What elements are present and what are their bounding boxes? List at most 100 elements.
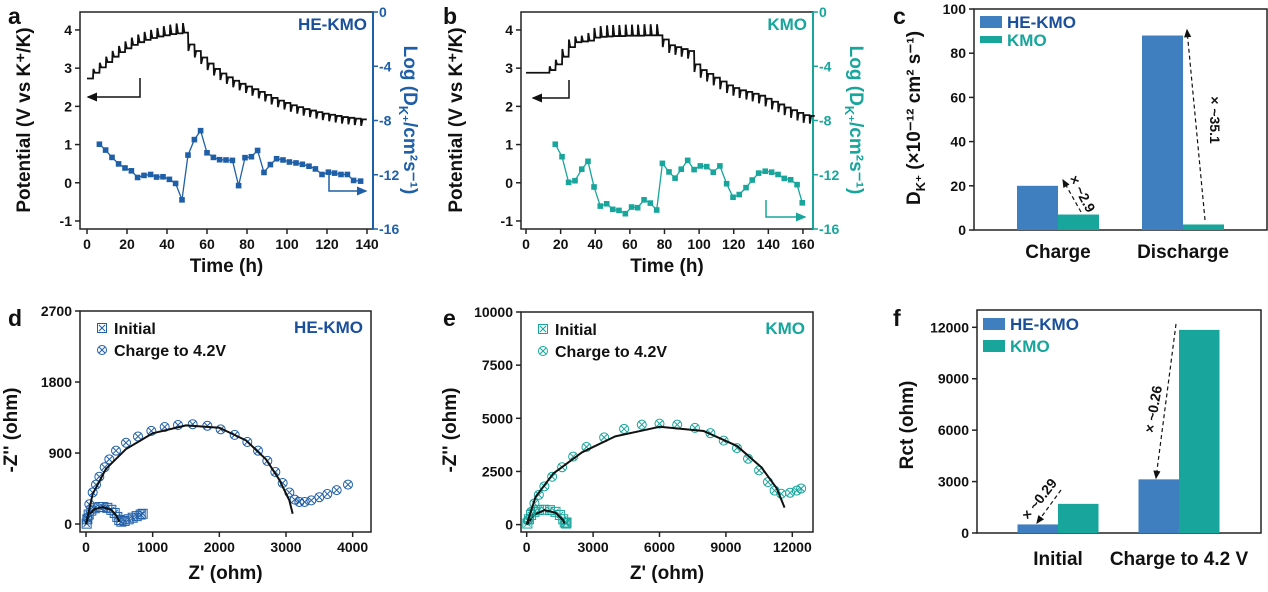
logD-point — [280, 157, 286, 163]
logD-point — [172, 180, 179, 187]
logD-point — [235, 182, 242, 189]
marker-circle-x — [270, 466, 281, 477]
marker-cross — [129, 514, 137, 522]
ratio-annotation: × ~0.29 — [1018, 475, 1060, 522]
logD-point — [338, 171, 344, 178]
logD-point — [273, 155, 280, 162]
x-tick-label: 80 — [657, 236, 673, 252]
logD-point — [141, 172, 147, 179]
legend-swatch — [980, 16, 1002, 28]
legend-label: HE-KMO — [1007, 13, 1076, 32]
x-tick-label: 20 — [119, 236, 135, 252]
logD-point — [261, 169, 267, 176]
x-axis-title: Z' (ohm) — [630, 563, 704, 584]
bar-kmo — [1183, 224, 1224, 230]
marker-cross — [122, 439, 130, 447]
marker-cross — [121, 517, 129, 525]
logD-point — [197, 127, 204, 134]
logD-point — [743, 184, 749, 191]
logD-point — [331, 170, 338, 176]
logD-point — [286, 159, 293, 165]
marker-cross — [295, 498, 303, 506]
logD-line — [98, 129, 361, 201]
x-tick-label: 60 — [622, 236, 638, 252]
plot-frame — [976, 309, 1262, 534]
y2-tick-label: -12 — [379, 167, 399, 183]
y2-tick-label: -8 — [819, 113, 832, 129]
logD-point — [730, 194, 736, 201]
y-tick-label: 0 — [505, 517, 513, 533]
x-tick-label: 12000 — [773, 539, 812, 555]
marker-circle-x — [689, 422, 700, 433]
ratio-arrow — [1184, 28, 1206, 221]
logD-point — [210, 154, 217, 161]
marker-circle-x — [796, 483, 807, 494]
marker-circle-x — [636, 419, 647, 430]
logD-point — [559, 153, 565, 160]
logD-point — [616, 207, 622, 214]
logD-point — [565, 179, 572, 186]
title-subscript: K⁺ — [396, 106, 411, 122]
marker-cross — [315, 493, 323, 501]
logD-point — [134, 174, 141, 181]
x-tick-label: 0 — [522, 236, 530, 252]
logD-point — [597, 203, 604, 209]
marker-square-x — [137, 508, 148, 519]
x-tick-label: 2000 — [204, 539, 235, 555]
y-tick-label: 1 — [505, 137, 513, 153]
x-tick-label: 120 — [722, 236, 746, 252]
x-tick-label: 20 — [553, 236, 569, 252]
title-part: /cm²s⁻¹) — [845, 122, 866, 194]
logD-point — [749, 177, 756, 183]
marker-circle-x — [104, 454, 115, 465]
marker-square-x — [135, 509, 146, 520]
marker-cross — [125, 515, 133, 523]
logD-point — [216, 156, 223, 163]
x-tick-label: 6000 — [644, 539, 675, 555]
logD-point — [166, 176, 173, 183]
title-subscript: K⁺ — [913, 175, 928, 191]
marker-circle-x — [111, 445, 121, 456]
y2-tick-label: -8 — [379, 113, 392, 129]
x-tick-label: 100 — [687, 236, 711, 252]
bar-he-kmo — [1017, 524, 1058, 533]
logD-point — [254, 147, 261, 154]
title-part: /cm²s⁻¹) — [399, 122, 420, 194]
y-axis-title: Potential (V vs K⁺/K) — [14, 27, 35, 212]
logD-point — [781, 175, 788, 182]
fit-curve — [85, 506, 121, 525]
marker-circle-x — [538, 346, 548, 356]
y-tick-label: 2500 — [482, 463, 513, 479]
marker-cross — [134, 432, 142, 440]
y-tick-label: 60 — [950, 89, 966, 105]
marker-cross — [539, 325, 547, 333]
category-label: Initial — [1033, 549, 1083, 570]
sample-label: HE-KMO — [298, 15, 367, 34]
y-tick-label: 0 — [64, 175, 72, 191]
y-tick-label: 7500 — [482, 357, 513, 373]
marker-circle-x — [187, 419, 198, 430]
logD-point — [267, 161, 274, 168]
marker-circle-x — [289, 494, 300, 505]
bar-he-kmo — [1017, 185, 1058, 230]
sample-label: KMO — [767, 15, 807, 34]
legend-label: HE-KMO — [1010, 315, 1079, 334]
marker-cross — [291, 496, 299, 504]
y-tick-label: 4 — [64, 22, 72, 38]
logD-point — [703, 163, 710, 170]
fit-curve — [85, 424, 294, 525]
x-axis-title: Time (h) — [190, 256, 264, 277]
y-tick-label: 12000 — [930, 319, 969, 335]
bar-kmo — [1058, 214, 1099, 230]
left-axis-arrow — [86, 78, 141, 102]
marker-circle-x — [215, 424, 226, 435]
legend-label: Charge to 4.2V — [114, 343, 226, 360]
y-tick-label: 1 — [64, 137, 72, 153]
marker-cross — [655, 420, 663, 428]
marker-circle-x — [539, 481, 550, 492]
y-tick-label: 2 — [505, 98, 513, 114]
marker-circle-x — [322, 489, 333, 500]
marker-circle-x — [146, 425, 157, 436]
logD-point — [357, 178, 364, 184]
